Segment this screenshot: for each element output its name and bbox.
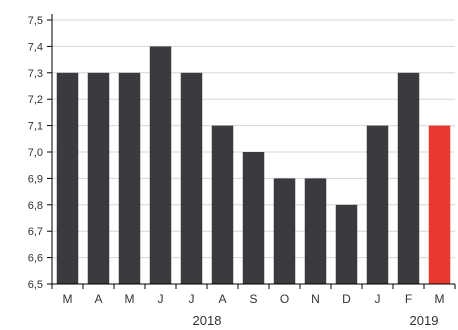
bars — [56, 46, 451, 285]
y-tick-label: 6,5 — [28, 279, 43, 291]
bar — [118, 72, 141, 284]
bar — [304, 178, 327, 284]
bar — [273, 178, 296, 284]
y-tick-label: 7,2 — [28, 94, 43, 106]
x-tick-label: J — [375, 292, 381, 306]
bar — [180, 72, 203, 284]
x-tick-label: D — [342, 292, 351, 306]
bar — [366, 125, 389, 284]
x-tick-label: N — [311, 292, 320, 306]
y-tick-label: 7,5 — [28, 15, 43, 27]
x-tick-label: M — [125, 292, 135, 306]
x-tick-label: A — [218, 292, 226, 306]
bar — [56, 72, 79, 284]
x-tick-label: M — [63, 292, 73, 306]
y-tick-label: 6,9 — [28, 173, 43, 185]
x-tick-label: F — [405, 292, 412, 306]
y-tick-label: 7,0 — [28, 147, 43, 159]
bar — [149, 46, 172, 285]
x-tick-label: S — [249, 292, 257, 306]
y-tick-label: 6,7 — [28, 226, 43, 238]
bar — [211, 125, 234, 284]
bar — [397, 72, 420, 284]
y-tick-label: 7,1 — [28, 121, 43, 133]
x-tick-label: A — [94, 292, 102, 306]
y-tick-label: 6,6 — [28, 253, 43, 265]
bar — [335, 204, 358, 284]
x-tick-label: M — [435, 292, 445, 306]
axes — [47, 14, 456, 289]
year-label: 2018 — [193, 313, 222, 325]
year-labels: 2018 2019 — [193, 313, 439, 328]
x-tick-label: J — [189, 292, 195, 306]
bar — [242, 152, 265, 284]
x-tick-label: J — [158, 292, 164, 306]
y-tick-labels: 6,5 6,6 6,7 6,8 6,9 7,0 7,1 7,2 7,3 7,4 7,5 — [28, 15, 43, 291]
bar — [87, 72, 110, 284]
y-tick-label: 7,3 — [28, 68, 43, 80]
bar — [428, 125, 451, 284]
y-tick-label: 6,8 — [28, 200, 43, 212]
y-tick-label: 7,4 — [28, 41, 43, 53]
x-tick-label: O — [280, 292, 289, 306]
year-label: 2019 — [410, 313, 439, 325]
